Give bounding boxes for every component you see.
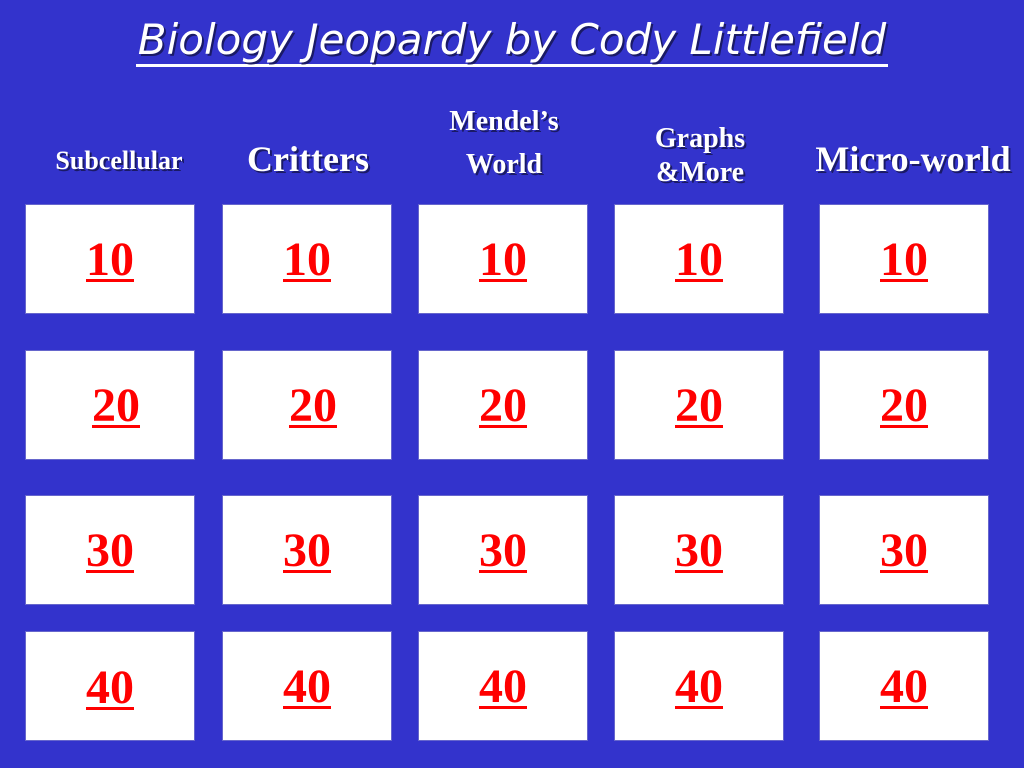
question-cell-micro-world-10[interactable]: 10: [819, 204, 989, 314]
point-value: 40: [283, 659, 331, 713]
point-value: 20: [880, 378, 928, 432]
question-cell-subcellular-10[interactable]: 10: [25, 204, 195, 314]
question-cell-graphs-more-30[interactable]: 30: [614, 495, 784, 605]
point-value: 30: [675, 523, 723, 577]
category-mendels-world: Mendel’s World: [418, 104, 590, 190]
point-value: 40: [86, 661, 134, 714]
question-cell-critters-20[interactable]: 20: [222, 350, 392, 460]
category-label-line2: &More: [655, 157, 745, 188]
point-value: 40: [479, 659, 527, 713]
question-cell-graphs-more-40[interactable]: 40: [614, 631, 784, 741]
category-critters: Critters: [222, 138, 394, 180]
slide-title-text: Biology Jeopardy by Cody Littlefield: [135, 15, 889, 67]
category-micro-world: Micro-world: [804, 138, 1022, 180]
question-cell-critters-40[interactable]: 40: [222, 631, 392, 741]
point-value: 20: [289, 378, 337, 432]
question-cell-graphs-more-10[interactable]: 10: [614, 204, 784, 314]
category-label: Micro-world: [815, 139, 1011, 179]
category-label-line2: World: [465, 149, 543, 180]
point-value: 20: [479, 378, 527, 432]
category-subcellular: Subcellular: [30, 146, 208, 176]
point-value: 40: [880, 659, 928, 713]
question-cell-graphs-more-20[interactable]: 20: [614, 350, 784, 460]
question-cell-subcellular-40[interactable]: 40: [25, 631, 195, 741]
question-cell-subcellular-20[interactable]: 20: [25, 350, 195, 460]
category-label: Critters: [247, 139, 369, 179]
category-label-line1: Mendel’s: [449, 106, 559, 137]
category-label-line1: Graphs: [654, 123, 746, 154]
question-cell-mendels-world-10[interactable]: 10: [418, 204, 588, 314]
point-value: 10: [880, 232, 928, 286]
point-value: 30: [86, 523, 134, 577]
point-value: 20: [675, 378, 723, 432]
question-cell-mendels-world-40[interactable]: 40: [418, 631, 588, 741]
question-cell-critters-30[interactable]: 30: [222, 495, 392, 605]
category-graphs-more: Graphs &More: [614, 122, 786, 190]
point-value: 30: [880, 523, 928, 577]
slide-title: Biology Jeopardy by Cody Littlefield: [0, 12, 1024, 68]
point-value: 30: [283, 523, 331, 577]
question-cell-subcellular-30[interactable]: 30: [25, 495, 195, 605]
question-cell-mendels-world-30[interactable]: 30: [418, 495, 588, 605]
point-value: 40: [675, 659, 723, 713]
question-cell-micro-world-20[interactable]: 20: [819, 350, 989, 460]
point-value: 30: [479, 523, 527, 577]
question-cell-critters-10[interactable]: 10: [222, 204, 392, 314]
category-label: Subcellular: [55, 146, 183, 175]
point-value: 10: [479, 232, 527, 286]
point-value: 10: [283, 232, 331, 286]
point-value: 10: [675, 232, 723, 286]
question-cell-micro-world-30[interactable]: 30: [819, 495, 989, 605]
point-value: 10: [86, 232, 134, 286]
question-cell-mendels-world-20[interactable]: 20: [418, 350, 588, 460]
question-cell-micro-world-40[interactable]: 40: [819, 631, 989, 741]
point-value: 20: [92, 378, 140, 432]
